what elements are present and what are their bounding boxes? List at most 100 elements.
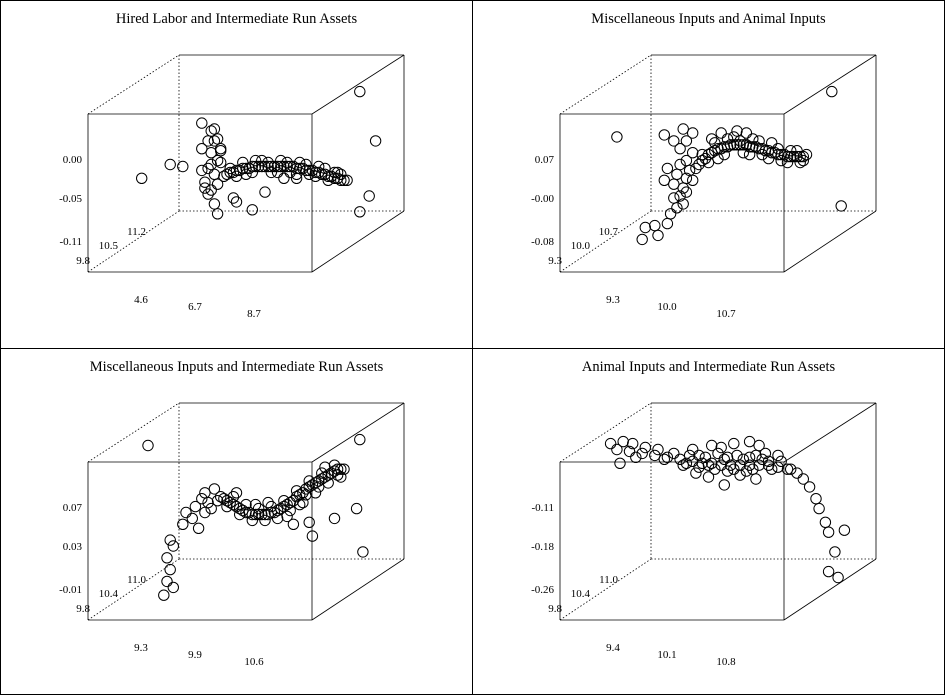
data-point [658,174,671,187]
data-point [164,563,176,576]
box-edge [311,210,405,273]
data-point [230,196,243,208]
data-point [294,489,306,501]
z-tick-label: -0.01 [59,584,82,596]
data-point [623,445,636,458]
data-point [246,514,259,527]
data-point [772,143,784,155]
data-point [316,467,328,479]
data-point [781,150,794,163]
data-point [199,487,211,499]
data-point [313,475,325,487]
data-point [690,467,702,479]
data-point [240,498,252,511]
data-point [177,160,189,173]
data-point [331,166,344,179]
data-point [781,463,794,475]
data-point [294,156,306,169]
data-point [724,459,737,471]
depth-tick-label: 10.4 [99,588,119,600]
data-point [234,502,246,515]
data-point [259,186,271,198]
data-point [664,208,677,220]
data-point [281,156,293,169]
data-point [680,135,693,147]
data-point [357,546,369,558]
data-point [835,200,847,212]
data-point [306,479,319,491]
data-point [211,495,224,507]
data-point [189,500,202,513]
data-point [785,145,797,157]
data-point [158,589,170,601]
data-point [300,489,312,501]
data-point [167,540,180,552]
data-point [202,135,214,147]
data-point [208,123,221,135]
data-point [186,512,199,525]
data-point [256,154,268,167]
depth-tick-label: 10.0 [571,240,591,252]
data-point [196,164,208,177]
box-edge [783,54,877,115]
data-point [259,160,271,173]
data-point [800,148,813,161]
data-point [265,160,277,173]
box-edge [311,558,405,621]
data-point [199,182,211,194]
scatter-3d-plot: 0.07 0.03 -0.01 11.0 10.4 9.8 9.3 9.9 10.6 [59,402,405,668]
box-edge [311,54,405,115]
data-point [211,208,224,220]
data-point [303,516,315,529]
data-point [794,150,806,163]
data-point [354,206,366,218]
data-point [335,174,347,187]
z-tick-label: -0.11 [59,236,82,248]
data-point [271,160,284,173]
data-point [268,160,281,173]
box-edge [559,54,652,115]
data-point [668,447,680,460]
depth-tick-label: 11.2 [127,226,146,238]
data-point [721,465,734,477]
data-point [658,129,671,141]
data-point [785,150,797,163]
data-point [709,463,721,475]
data-point [683,449,696,462]
depth-tick-label: 9.8 [76,603,90,615]
data-point [221,495,233,507]
data-point [715,127,727,139]
data-point [335,463,347,475]
data-point [706,439,718,452]
x-tick-label: 10.0 [657,301,677,313]
data-point [674,143,686,155]
data-point [636,233,648,246]
data-point [268,506,281,519]
data-point [227,491,240,503]
data-point [161,575,173,588]
data-point [740,465,753,477]
data-point [687,127,699,139]
data-point [297,487,309,499]
x-tick-label: 9.3 [606,294,620,306]
data-point [687,443,699,456]
data-point [221,500,233,513]
x-tick-label: 10.8 [716,656,736,668]
x-tick-label: 9.9 [188,649,202,661]
data-point [690,162,702,175]
data-point [829,546,841,558]
box-edge [87,210,180,273]
data-point [167,581,180,594]
data-point [303,475,315,487]
data-point [699,451,712,464]
data-point [259,514,271,527]
data-point [728,437,740,450]
data-point [674,190,686,202]
depth-tick-label: 9.8 [548,603,562,615]
z-tick-label: -0.00 [531,193,554,205]
x-tick-label: 4.6 [134,294,148,306]
data-point [753,135,765,147]
data-point [819,516,832,529]
data-point [696,154,708,167]
